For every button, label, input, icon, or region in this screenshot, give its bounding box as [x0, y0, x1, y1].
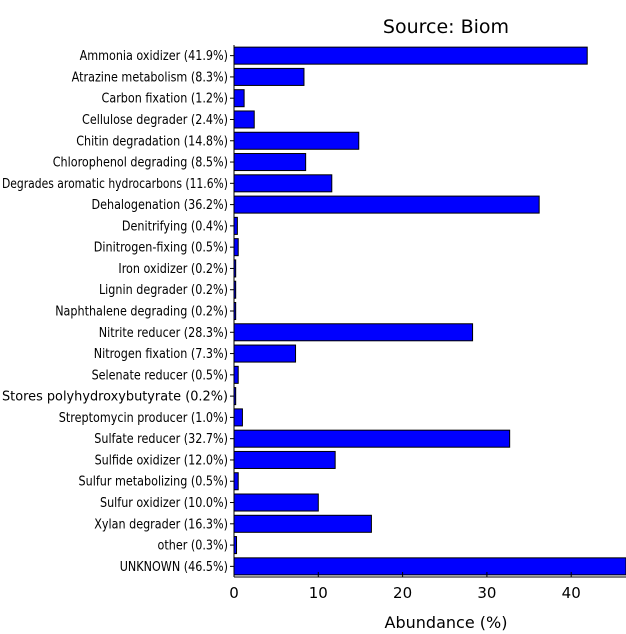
category-label: Degrades aromatic hydrocarbons (11.6%) [2, 177, 228, 192]
category-label: Atrazine metabolism (8.3%) [72, 70, 228, 85]
category-label: Naphthalene degrading (0.2%) [55, 305, 228, 320]
chart-title: Source: Biom [383, 16, 509, 38]
x-tick-label: 30 [477, 584, 496, 602]
x-tick-label: 20 [393, 584, 412, 602]
category-label: Sulfur oxidizer (10.0%) [100, 496, 228, 511]
x-tick-label: 10 [309, 584, 328, 602]
bar [233, 344, 297, 363]
bar [233, 216, 238, 235]
bar [233, 238, 239, 257]
category-label: other (0.3%) [158, 539, 228, 554]
category-label: UNKNOWN (46.5%) [120, 560, 228, 575]
category-label: Selenate reducer (0.5%) [92, 368, 228, 383]
bar [233, 557, 626, 576]
category-label: Sulfur metabolizing (0.5%) [79, 475, 228, 490]
category-label: Sulfate reducer (32.7%) [94, 432, 228, 447]
bar [233, 174, 333, 193]
bar [233, 259, 237, 278]
bar [233, 365, 239, 384]
category-label: Nitrogen fixation (7.3%) [94, 347, 228, 362]
bar [233, 110, 255, 129]
x-tick-label: 0 [229, 584, 239, 602]
bar [233, 280, 237, 299]
category-label: Stores polyhydroxybutyrate (0.2%) [2, 390, 228, 405]
bar [233, 514, 372, 533]
bar [233, 153, 307, 172]
category-label: Dinitrogen-fixing (0.5%) [94, 241, 228, 256]
x-axis-title: Abundance (%) [385, 613, 508, 632]
category-label: Chitin degradation (14.8%) [76, 134, 228, 149]
category-label: Denitrifying (0.4%) [122, 219, 228, 234]
category-label: Streptomycin producer (1.0%) [59, 411, 228, 426]
category-label: Iron oxidizer (0.2%) [118, 262, 228, 277]
bar [233, 387, 237, 406]
category-label: Ammonia oxidizer (41.9%) [80, 49, 228, 64]
category-label: Chlorophenol degrading (8.5%) [53, 156, 228, 171]
category-label: Nitrite reducer (28.3%) [99, 326, 228, 341]
bar [233, 89, 245, 108]
plot-area: Ammonia oxidizer (41.9%) Atrazine metabol… [2, 45, 626, 578]
bar [233, 429, 511, 448]
category-label: Lignin degrader (0.2%) [99, 283, 228, 298]
bar [233, 323, 474, 342]
bar [233, 46, 588, 65]
bar [233, 536, 238, 555]
bar [233, 493, 319, 512]
category-label: Sulfide oxidizer (12.0%) [95, 453, 228, 468]
category-label: Dehalogenation (36.2%) [92, 198, 228, 213]
bar [233, 450, 336, 469]
x-tick-label: 40 [562, 584, 581, 602]
bar [233, 131, 360, 150]
category-label: Carbon fixation (1.2%) [102, 92, 228, 107]
bar [233, 301, 237, 321]
bar [233, 472, 239, 491]
bar [233, 408, 243, 427]
category-label: Cellulose degrader (2.4%) [82, 113, 228, 128]
bar [233, 67, 305, 86]
category-label: Xylan degrader (16.3%) [94, 517, 228, 532]
x-axis: 0 10 20 30 40 [229, 572, 581, 602]
bar [233, 195, 540, 214]
